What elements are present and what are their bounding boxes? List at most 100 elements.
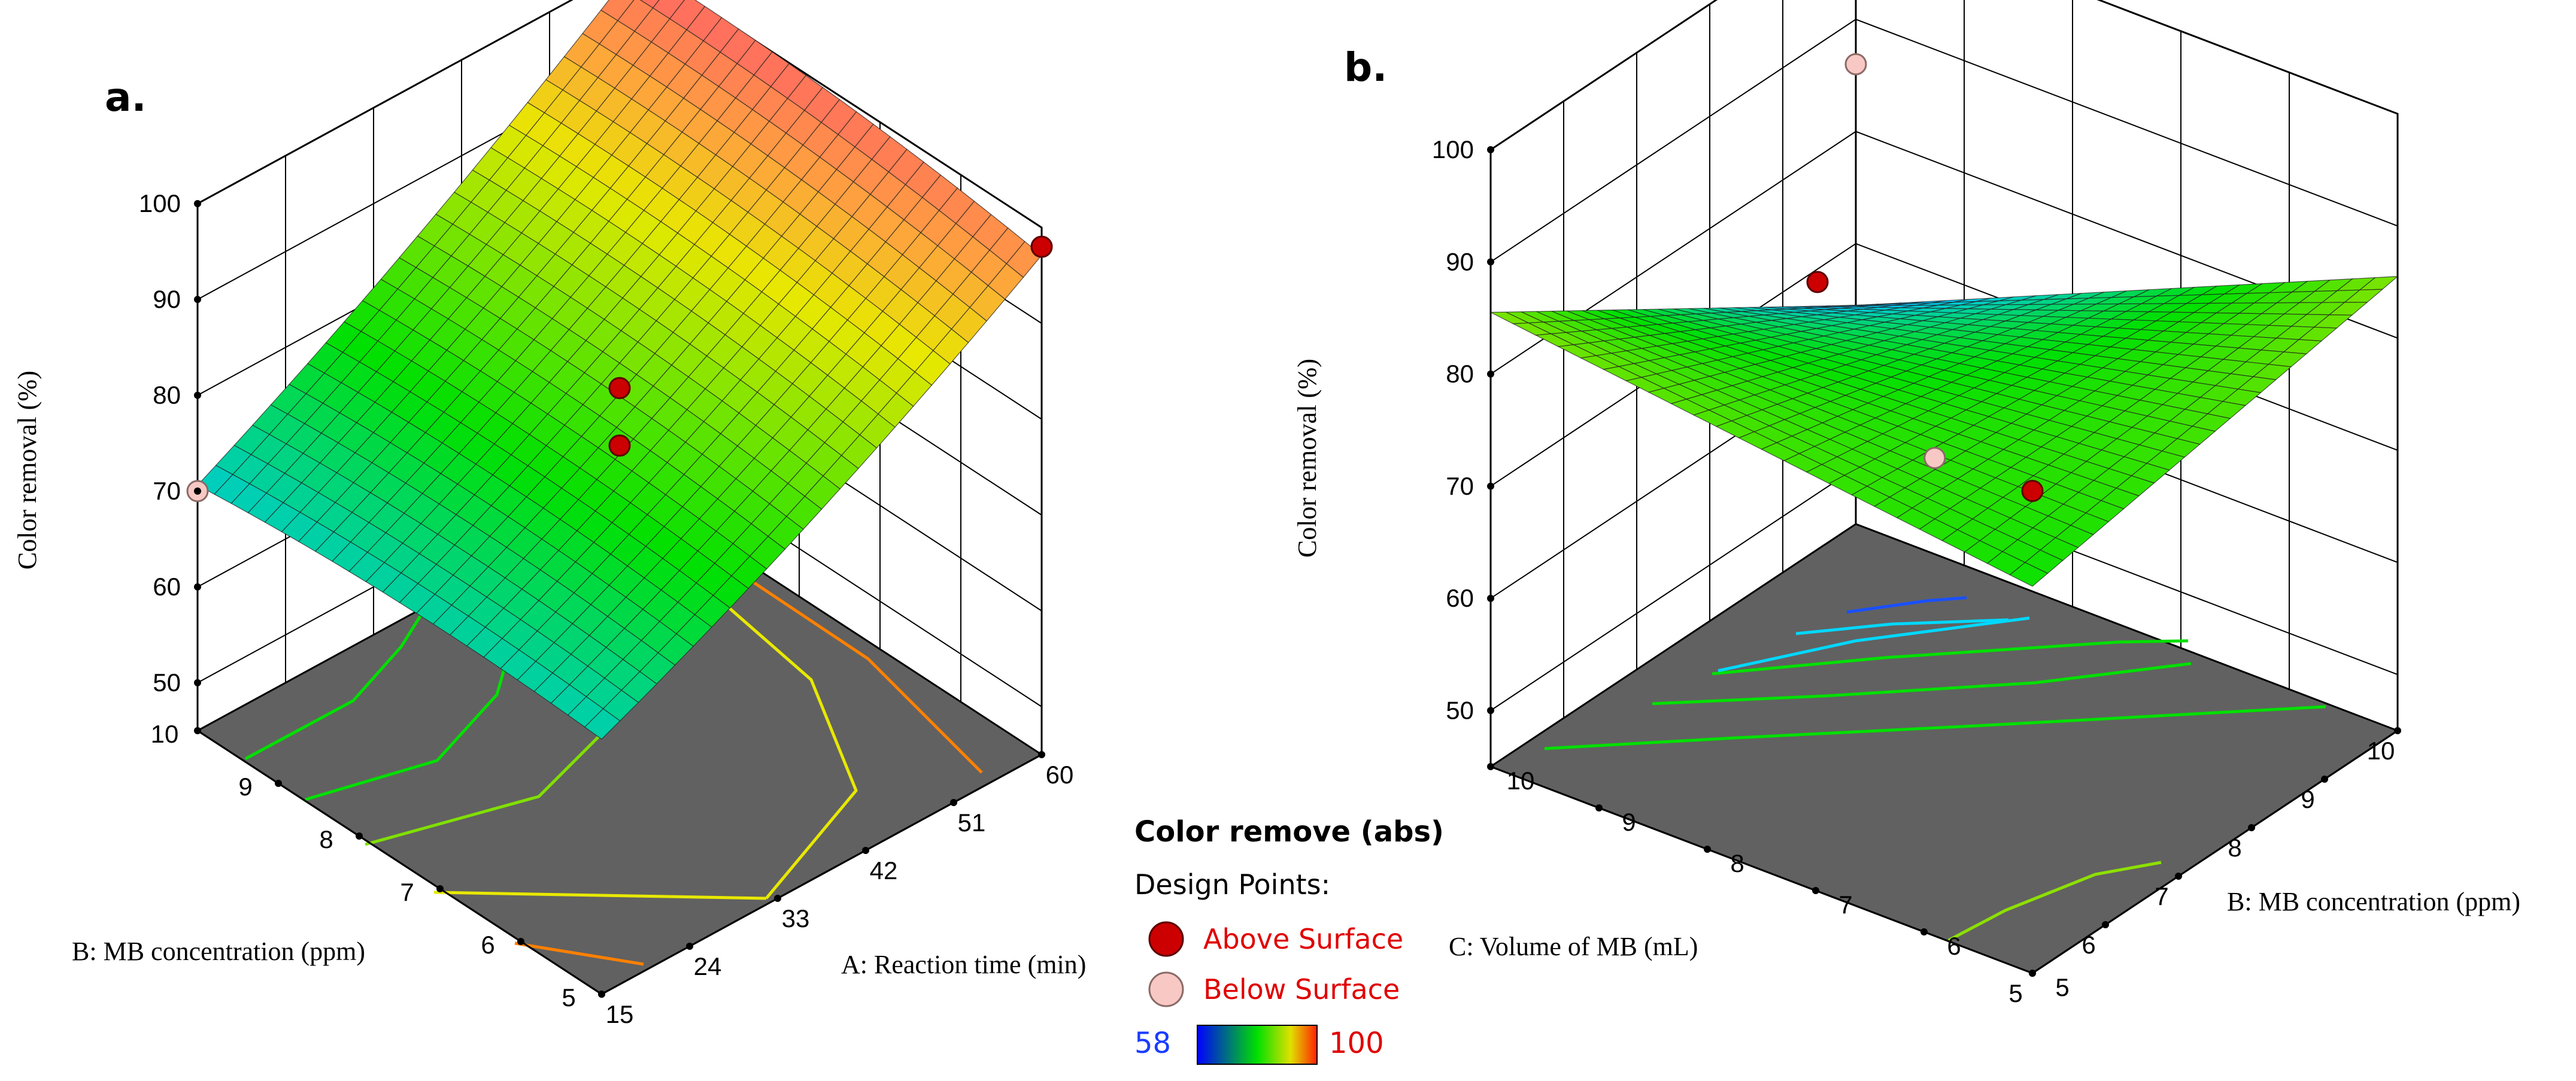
panel-a-x-axis-title: A: Reaction time (min) (841, 950, 1086, 979)
y-axis-line (197, 729, 602, 995)
z-tick-label: 60 (153, 573, 181, 601)
y-tick-mark (1487, 763, 1494, 770)
x-tick-label: 15 (606, 1000, 634, 1028)
contour-line (1544, 705, 2326, 750)
panel-b-design-points (1806, 53, 2044, 502)
color-scale-bar (1197, 1025, 1318, 1065)
panel-a-z-axis-title: Color removal (%) (13, 371, 42, 570)
z-tick-mark (194, 200, 201, 207)
legend-scale-max: 100 (1329, 1027, 1384, 1060)
legend: Color remove (abs) Design Points: Above … (1134, 815, 1444, 1065)
x-tick-label: 51 (958, 809, 986, 837)
wall-grid-line (1490, 131, 2398, 375)
z-tick-mark (1487, 258, 1494, 266)
y-tick-mark (1920, 928, 1928, 935)
wall-frame (1489, 0, 2399, 767)
design-point-above (608, 434, 631, 457)
y-tick-label: 7 (1838, 891, 1852, 919)
panel-b-axes (1487, 146, 2401, 977)
design-point-above (1806, 271, 1829, 293)
x-tick-mark (774, 895, 781, 902)
wall-grid-line (197, 0, 1042, 228)
y-tick-label: 10 (151, 720, 179, 748)
y-tick-label: 5 (2055, 973, 2069, 1001)
x-tick-label: 9 (2301, 785, 2314, 813)
contour-line (1795, 618, 2009, 635)
chart-panel-a: 15 24 33 42 51 60 5 6 7 8 9 10 50 60 70 80 90 100 (139, 0, 1073, 1028)
x-tick-mark (2248, 824, 2255, 831)
x-tick-mark (2321, 776, 2328, 783)
z-tick-mark (194, 583, 201, 591)
z-tick-mark (1487, 707, 1494, 714)
z-tick-mark (1487, 146, 1494, 153)
panel-b-z-axis-title: Color removal (%) (1292, 359, 1322, 558)
x-tick-mark (1038, 751, 1045, 758)
x-tick-label: 33 (782, 904, 810, 932)
y-tick-mark (1595, 804, 1603, 811)
panel-b-x-axis-title: C: Volume of MB (mL) (1449, 932, 1698, 961)
y-tick-label: 8 (319, 825, 333, 853)
panel-a-y-axis-title: B: MB concentration (ppm) (72, 937, 365, 966)
z-tick-label: 70 (1446, 472, 1474, 500)
z-tick-mark (194, 487, 201, 495)
contour-line (244, 598, 433, 761)
wall-grid-line (1490, 0, 2398, 150)
x-tick-label: 24 (694, 952, 722, 980)
wall-frame (196, 0, 1043, 755)
z-tick-label: 90 (1446, 247, 1474, 275)
y-tick-label: 10 (1507, 767, 1535, 795)
legend-design-points-label: Design Points: (1134, 868, 1330, 901)
legend-title: Color remove (abs) (1134, 815, 1444, 849)
contour-line (1652, 662, 2192, 705)
y-axis-line (1490, 765, 2033, 974)
legend-above-label: Above Surface (1203, 923, 1403, 955)
y-tick-mark (517, 938, 524, 945)
x-axis-line (2032, 729, 2398, 974)
design-point-below (1844, 53, 1867, 75)
x-tick-label: 6 (2082, 931, 2095, 959)
x-tick-mark (950, 799, 957, 806)
z-tick-label: 100 (1432, 135, 1474, 163)
panel-a-tick-labels: 15 24 33 42 51 60 5 6 7 8 9 10 50 60 70 80 90 100 (139, 189, 1073, 1028)
y-tick-label: 8 (1730, 849, 1744, 877)
x-tick-mark (2102, 921, 2109, 928)
panel-b-contours (1544, 596, 2326, 942)
below-surface-marker (1148, 971, 1184, 1007)
y-tick-label: 6 (481, 931, 494, 959)
x-tick-label: 10 (2367, 737, 2395, 765)
z-tick-mark (194, 296, 201, 303)
panel-a-design-points (186, 235, 1053, 502)
panel-b-surface (1490, 275, 2399, 587)
surface-facet (584, 708, 621, 740)
contour-line (1846, 596, 1967, 614)
panel-a-surface (197, 0, 1042, 740)
z-tick-label: 70 (153, 477, 181, 505)
contour-line (1718, 616, 2030, 673)
z-tick-label: 50 (1446, 696, 1474, 724)
y-tick-mark (598, 991, 605, 998)
y-tick-mark (436, 885, 444, 892)
x-tick-mark (2175, 873, 2182, 880)
x-tick-mark (862, 847, 869, 854)
y-tick-label: 5 (562, 983, 575, 1012)
y-tick-label: 7 (400, 878, 414, 906)
x-tick-mark (2394, 727, 2401, 734)
z-tick-mark (1487, 370, 1494, 378)
legend-below-label: Below Surface (1203, 973, 1400, 1006)
z-tick-label: 80 (1446, 360, 1474, 388)
y-tick-mark (275, 780, 282, 787)
design-point-above (1030, 235, 1053, 258)
z-tick-label: 100 (139, 189, 181, 217)
z-tick-mark (1487, 482, 1494, 490)
z-tick-label: 60 (1446, 584, 1474, 612)
panel-b-y-axis-title: B: MB concentration (ppm) (2227, 887, 2520, 916)
y-tick-mark (1704, 846, 1711, 853)
x-tick-label: 60 (1046, 761, 1074, 789)
panel-a-axes (194, 200, 1045, 998)
x-tick-label: 7 (2155, 882, 2168, 910)
y-tick-mark (356, 832, 363, 840)
panel-a-label: a. (105, 74, 147, 120)
